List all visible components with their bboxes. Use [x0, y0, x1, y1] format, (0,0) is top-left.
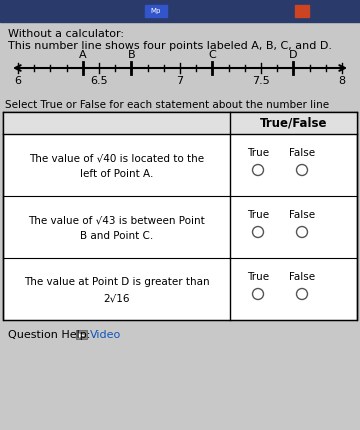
Text: 6.5: 6.5: [90, 76, 108, 86]
Text: Video: Video: [90, 330, 121, 340]
Text: False: False: [289, 148, 315, 158]
Text: The value at Point D is greater than: The value at Point D is greater than: [24, 277, 209, 287]
Text: False: False: [289, 210, 315, 220]
Text: The value of √43 is between Point: The value of √43 is between Point: [28, 215, 205, 225]
Text: 8: 8: [338, 76, 346, 86]
Text: 2√16: 2√16: [103, 293, 130, 303]
Bar: [3, 112, 357, 134]
Text: 7.5: 7.5: [252, 76, 270, 86]
Text: True: True: [247, 148, 269, 158]
Text: C: C: [208, 50, 216, 60]
Text: This number line shows four points labeled A, B, C, and D.: This number line shows four points label…: [8, 41, 332, 51]
Text: 6: 6: [14, 76, 22, 86]
Text: Without a calculator:: Without a calculator:: [8, 29, 124, 39]
Bar: [0, 0, 360, 22]
Text: Question Help:: Question Help:: [8, 330, 90, 340]
Text: B and Point C.: B and Point C.: [80, 231, 153, 241]
Text: D: D: [289, 50, 298, 60]
Text: Mp: Mp: [151, 8, 161, 14]
Text: True: True: [247, 272, 269, 282]
Bar: [295, 5, 309, 17]
Text: left of Point A.: left of Point A.: [80, 169, 153, 179]
Bar: [3, 112, 357, 320]
Text: True/False: True/False: [260, 117, 327, 129]
Text: The value of √40 is located to the: The value of √40 is located to the: [29, 153, 204, 163]
Polygon shape: [78, 333, 85, 338]
Text: False: False: [289, 272, 315, 282]
Text: A: A: [79, 50, 87, 60]
Bar: [145, 5, 167, 17]
Text: B: B: [127, 50, 135, 60]
Text: 7: 7: [176, 76, 184, 86]
Text: Select True or False for each statement about the number line: Select True or False for each statement …: [5, 100, 329, 110]
Bar: [76, 330, 87, 339]
Text: True: True: [247, 210, 269, 220]
